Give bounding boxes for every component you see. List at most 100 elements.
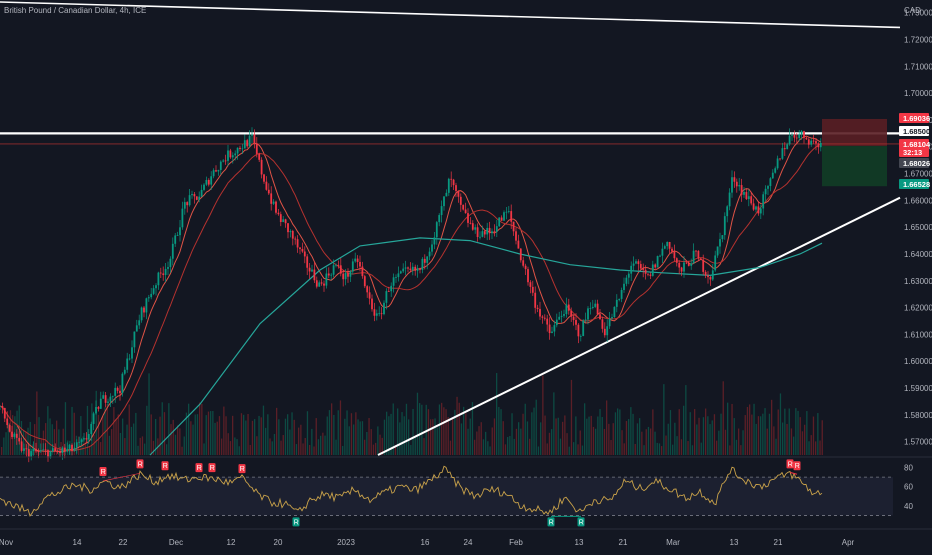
candle-body [349, 271, 352, 277]
candle-body [495, 226, 498, 232]
candle-body [265, 181, 268, 190]
candle-body [515, 231, 517, 241]
volume-bar [254, 419, 256, 455]
volume-bar [645, 429, 647, 455]
price-tag-background [899, 158, 929, 168]
volume-bar [575, 416, 577, 455]
volume-bar [370, 429, 372, 455]
volume-bar [119, 432, 122, 455]
price-tag-text: 1.68104 [903, 140, 931, 149]
price-tag-text: 1.68026 [903, 159, 930, 168]
volume-bar [447, 417, 449, 455]
price-tag-background [899, 139, 929, 149]
volume-bar [194, 414, 196, 455]
drawn-lines[interactable] [0, 1, 901, 456]
candle-body [107, 401, 109, 403]
candle-body [123, 369, 126, 374]
take-profit-zone [822, 146, 887, 187]
position-zones[interactable] [0, 118, 900, 187]
candle-body [188, 195, 191, 206]
candle-body [90, 423, 93, 434]
volume-bar [647, 426, 650, 455]
candle-body [330, 274, 333, 276]
divergence-marker-label: R [163, 463, 168, 470]
volume-bar [485, 431, 487, 455]
candle-body [270, 193, 273, 204]
candle-body [719, 239, 721, 247]
volume-bar [102, 416, 104, 455]
volume-bar [724, 429, 727, 455]
volume-bar [223, 406, 225, 455]
volume-bar [258, 415, 260, 455]
volume-bar [773, 426, 775, 455]
divergence-marker [208, 463, 216, 473]
candle-body [728, 192, 731, 207]
x-tick-label: 20 [274, 538, 283, 547]
volume-bar [51, 424, 53, 455]
candle-body [23, 448, 25, 451]
candle-body [474, 227, 477, 230]
volume-bar [522, 413, 524, 455]
rsi-tick-label: 40 [904, 502, 913, 511]
candle-body [786, 144, 789, 150]
volume-bar [784, 408, 786, 455]
candle-body [289, 230, 292, 233]
divergence-marker [136, 459, 144, 469]
volume-bar [729, 445, 731, 455]
y-tick-label: 1.62000 [904, 304, 932, 313]
candle-body [769, 178, 772, 187]
volume-bar [317, 439, 320, 455]
price-tag-last: 1.68104 [899, 139, 931, 149]
candle-body [735, 181, 738, 187]
volume-bar [702, 417, 705, 455]
candle-body [39, 450, 42, 452]
volume-bar [289, 429, 291, 455]
volume-bar [93, 435, 95, 455]
candle-body [560, 315, 563, 317]
volume-bar [133, 423, 135, 455]
candle-body [411, 266, 414, 270]
candle-body [402, 268, 405, 272]
candle-body [642, 268, 645, 270]
candle-body [308, 267, 311, 272]
candle-body [435, 222, 438, 238]
candle-body [75, 442, 78, 448]
volume-bar [199, 402, 201, 455]
candle-body [224, 160, 227, 162]
candle-body [231, 155, 234, 158]
volume-bar [251, 420, 254, 455]
volume-bar [478, 426, 480, 455]
volume-bar [507, 437, 509, 455]
candle-body [695, 250, 697, 252]
price-tag-stop: 1.69036 [899, 113, 930, 123]
volume-bar [291, 412, 293, 455]
volume-bar [29, 421, 31, 455]
volume-bar [97, 414, 100, 455]
candle-body [635, 261, 637, 264]
divergence-marker [238, 464, 246, 474]
candle-body [287, 223, 289, 233]
candle-body [671, 248, 673, 252]
volume-bar [249, 444, 251, 455]
candle-body [716, 246, 719, 256]
candle-body [805, 137, 808, 140]
volume-bar [771, 399, 773, 455]
volume-bar [612, 423, 614, 455]
candle-body [591, 306, 594, 309]
candle-body [61, 447, 64, 454]
volume-bar [146, 405, 148, 455]
volume-bar [610, 440, 612, 455]
volume-bar [636, 423, 639, 455]
volume-bar [705, 408, 707, 455]
rsi-tick-label: 60 [904, 483, 913, 492]
candle-body [522, 260, 525, 266]
volume-bar [568, 446, 570, 455]
candle-body [399, 271, 402, 274]
candle-body [699, 258, 702, 260]
volume-bar [80, 416, 82, 455]
candle-body [327, 273, 330, 276]
volume-bar [1, 446, 3, 455]
